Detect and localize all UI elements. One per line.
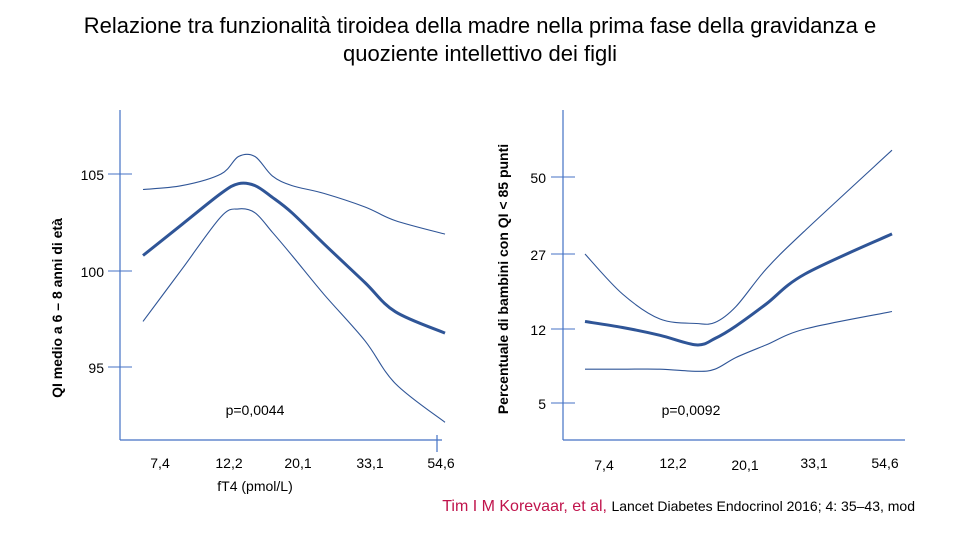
y-tick-label: 5 <box>538 396 546 412</box>
x-tick-label: 20,1 <box>284 455 311 471</box>
y-tick-label: 100 <box>81 264 105 280</box>
reference-authors: Tim I M Korevaar, et al, <box>442 498 607 515</box>
percent-upper-ci-line <box>584 149 893 325</box>
percent-lower-ci-line <box>584 310 893 372</box>
x-tick-label: 20,1 <box>731 457 758 473</box>
title-line-2: quoziente intellettivo dei figli <box>343 41 617 66</box>
x-tick-label: 54,6 <box>427 455 454 471</box>
x-tick-label: 54,6 <box>871 455 898 471</box>
x-tick-label: 7,4 <box>150 455 170 471</box>
y-tick-label: 105 <box>81 167 105 183</box>
p-value-annotation: p=0,0044 <box>226 402 285 418</box>
chart-qi: 105 100 95 7,4 12,2 20,1 33,1 54,6 fT4 (… <box>49 110 455 494</box>
qi-upper-ci-line <box>142 153 446 235</box>
y-tick-label: 50 <box>530 170 546 186</box>
reference-citation: Tim I M Korevaar, et al, Lancet Diabetes… <box>442 498 915 516</box>
x-tick-label: 33,1 <box>800 455 827 471</box>
percent-mean-line <box>584 232 893 347</box>
y-tick-label: 27 <box>530 247 546 263</box>
chart-percent: 50 27 12 5 7,4 12,2 20,1 33,1 54,6 Perce… <box>495 110 905 473</box>
p-value-annotation: p=0,0092 <box>662 402 721 418</box>
slide-title: Relazione tra funzionalità tiroidea dell… <box>0 12 960 68</box>
x-tick-label: 12,2 <box>215 455 242 471</box>
reference-journal: Lancet Diabetes Endocrinol 2016; 4: 35–4… <box>611 498 915 514</box>
x-tick-label: 12,2 <box>659 455 686 471</box>
qi-mean-line <box>142 181 446 335</box>
y-axis-title: QI medio a 6 – 8 anni di età <box>49 218 65 398</box>
y-axis-title: Percentuale di bambini con QI < 85 punti <box>495 144 511 414</box>
title-line-1: Relazione tra funzionalità tiroidea dell… <box>83 13 877 38</box>
qi-lower-ci-line <box>142 208 446 423</box>
x-tick-label: 7,4 <box>594 457 614 473</box>
y-tick-label: 95 <box>88 360 104 376</box>
x-tick-label: 33,1 <box>356 455 383 471</box>
x-axis-title: fT4 (pmol/L) <box>217 478 292 494</box>
y-tick-label: 12 <box>530 322 546 338</box>
